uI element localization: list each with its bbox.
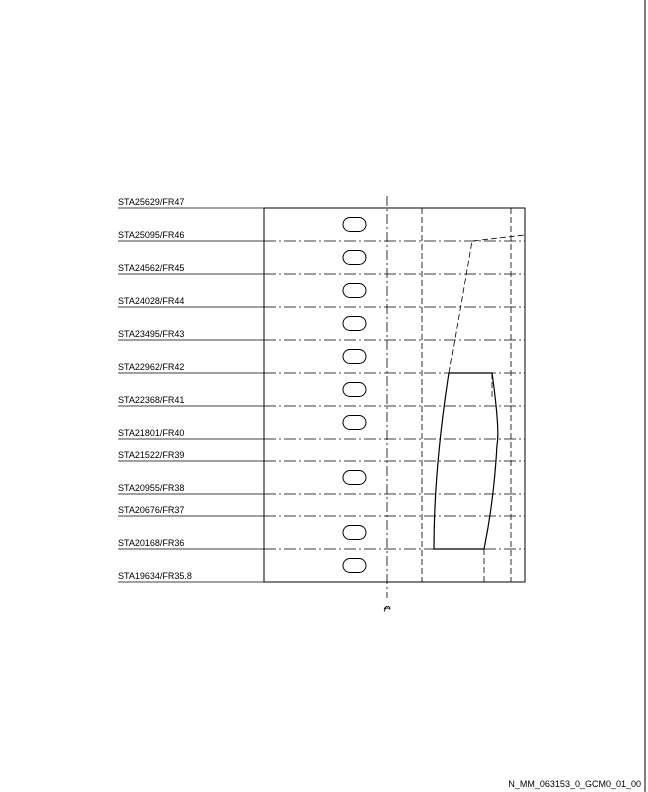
centerline-symbol: ℄ [382, 605, 392, 612]
station-labels: STA25629/FR47 STA25095/FR46 STA24562/FR45 S… [118, 197, 264, 583]
station-label: STA20676/FR37 [118, 505, 184, 515]
cutouts [342, 217, 367, 573]
cutout-hole [342, 525, 367, 540]
station-label: STA25629/FR47 [118, 197, 184, 207]
station-label: STA21522/FR39 [118, 450, 184, 460]
station-label: STA20168/FR36 [118, 538, 184, 548]
cutout-hole [342, 415, 367, 430]
cutout-hole [342, 316, 367, 331]
station-label: STA25095/FR46 [118, 230, 184, 240]
station-label: STA20955/FR38 [118, 483, 184, 493]
station-label: STA22962/FR42 [118, 362, 184, 372]
frame-lines [264, 240, 525, 550]
reference-code: N_MM_063153_0_GCM0_01_00 [508, 779, 641, 789]
panel-outline [263, 207, 526, 583]
cutout-hole [342, 349, 367, 364]
dashed-profile [448, 234, 526, 374]
station-label: STA24028/FR44 [118, 296, 184, 306]
station-label: STA23495/FR43 [118, 329, 184, 339]
station-label: STA22368/FR41 [118, 395, 184, 405]
cutout-hole [342, 250, 367, 265]
cutout-hole [342, 217, 367, 232]
cutout-hole [342, 382, 367, 397]
cutout-hole [342, 470, 367, 485]
station-label: STA19634/FR35.8 [118, 571, 192, 581]
station-label: STA21801/FR40 [118, 428, 184, 438]
cutout-hole [342, 558, 367, 573]
station-label: STA24562/FR45 [118, 263, 184, 273]
cutout-hole [342, 283, 367, 298]
solid-shape [433, 372, 499, 550]
